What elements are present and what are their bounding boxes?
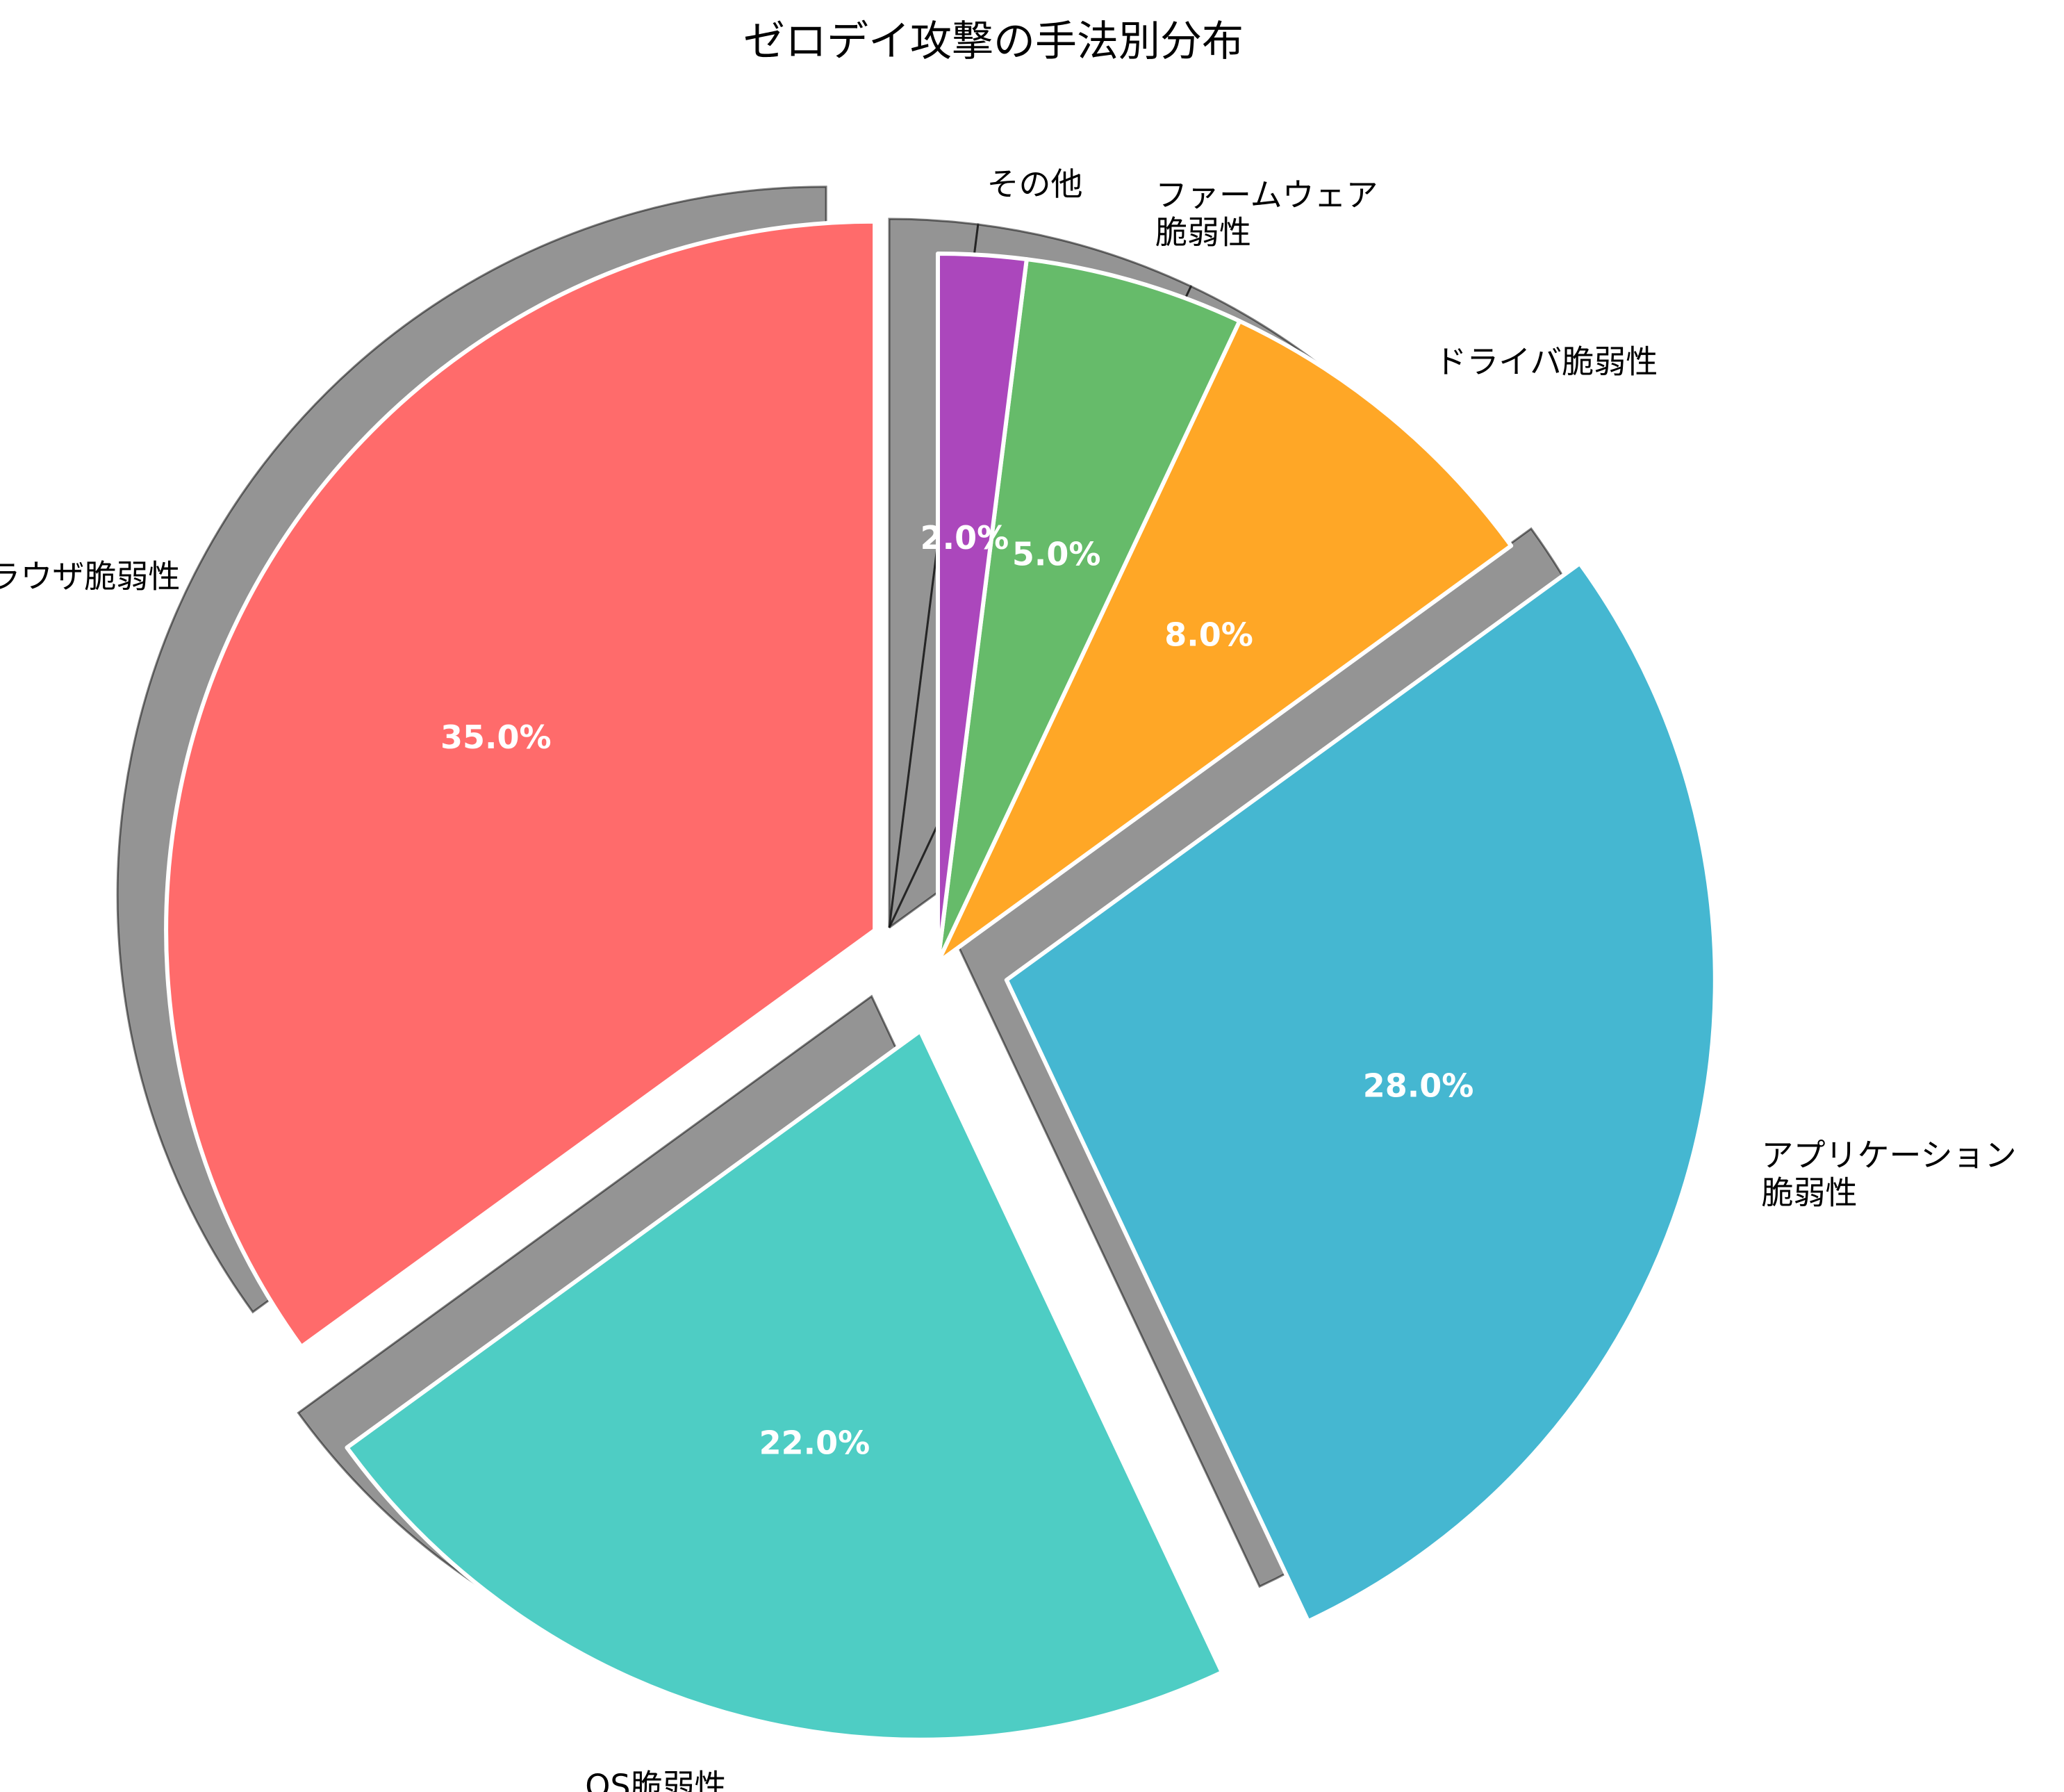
pie-slice-5 [936, 252, 1029, 964]
category-label-line: ドライバ脆弱性 [1435, 343, 1658, 381]
percent-label-0: 35.0% [440, 718, 552, 756]
category-label-5: その他 [987, 165, 1083, 203]
pie-slice-1 [345, 1028, 1224, 1742]
category-label-line: アプリケーション [1762, 1136, 2017, 1174]
category-label-4: ファームウェア脆弱性 [1155, 176, 1378, 252]
pie-slice-4 [936, 257, 1242, 964]
category-label-3: ドライバ脆弱性 [1435, 343, 1658, 381]
category-label-0: ブラウザ脆弱性 [0, 557, 180, 595]
category-label-line: ブラウザ脆弱性 [0, 557, 180, 595]
percent-label-1: 22.0% [759, 1424, 870, 1462]
percent-label-4: 5.0% [1012, 535, 1101, 573]
category-label-line: 脆弱性 [1762, 1174, 1858, 1211]
category-label-1: OS脆弱性 [585, 1768, 726, 1792]
category-label-line: OS脆弱性 [585, 1768, 726, 1792]
chart-title: ゼロデイ攻撃の手法別分布 [743, 17, 1244, 66]
category-label-line: その他 [987, 165, 1083, 203]
pie-slice-3 [936, 319, 1514, 964]
category-label-2: アプリケーション脆弱性 [1762, 1136, 2017, 1211]
percent-label-5: 2.0% [920, 519, 1009, 557]
percent-label-3: 8.0% [1164, 616, 1253, 653]
slice-layer [164, 219, 1717, 1742]
pie-slice-0 [164, 219, 877, 1349]
percent-label-2: 28.0% [1363, 1067, 1474, 1105]
pie-slice-2 [1004, 561, 1717, 1624]
label-layer: 35.0%ブラウザ脆弱性22.0%OS脆弱性28.0%アプリケーション脆弱性8.… [0, 165, 2017, 1792]
category-label-line: ファームウェア [1155, 176, 1378, 214]
category-label-line: 脆弱性 [1155, 214, 1251, 252]
